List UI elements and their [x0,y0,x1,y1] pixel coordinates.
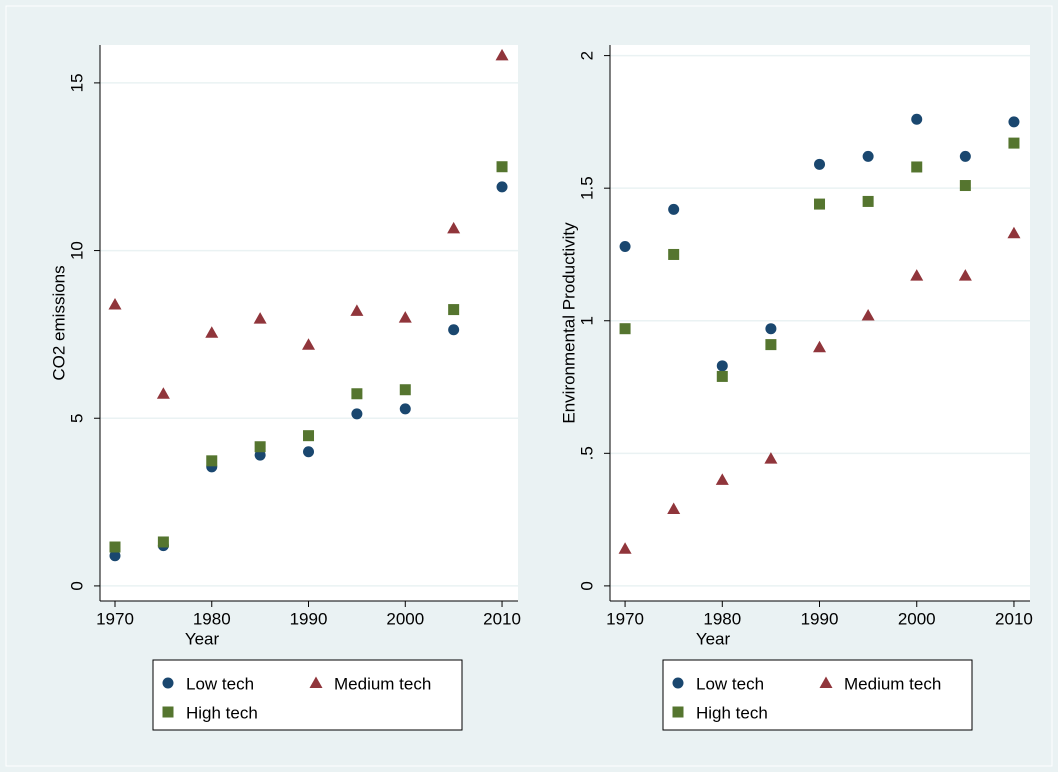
legend-marker [309,676,323,688]
point [495,48,509,61]
point [157,536,169,548]
x-tick-label: 1980 [193,609,231,628]
point [303,446,315,458]
y-axis-title: Environmental Productivity [559,222,578,424]
point [910,269,924,281]
point [496,161,508,173]
legend-box [662,659,973,731]
point [205,326,219,338]
y-tick-label: 2 [577,51,596,60]
point [109,541,121,553]
point [253,312,267,324]
y-tick-label: .5 [577,446,596,460]
point [861,308,875,321]
y-tick-label: 15 [67,73,86,92]
legend-marker [162,706,174,718]
point [668,248,680,260]
point [813,340,827,353]
x-tick-label: 1990 [801,609,839,628]
point [206,455,218,467]
point [716,360,728,372]
point [814,158,826,170]
point [862,195,874,207]
point [715,473,729,485]
legend-label: Medium tech [334,674,431,693]
point [618,542,632,554]
point [959,150,971,162]
legend-label: Low tech [696,674,764,693]
point [619,241,631,253]
point [448,324,460,336]
x-tick-label: 1990 [290,609,328,628]
point [254,449,266,461]
point [765,339,777,351]
point [399,403,411,415]
plot-region [610,45,1030,601]
x-axis-title: Year [696,629,731,648]
point [716,370,728,382]
legend-label: High tech [696,703,768,722]
point [667,502,681,514]
legend-marker [672,677,684,689]
y-tick-label: 0 [577,581,596,590]
point [399,384,411,396]
point [351,388,363,400]
x-axis-title: Year [185,629,220,648]
point [765,323,777,335]
point [1008,137,1020,149]
y-tick-label: 1 [577,316,596,325]
point [619,323,631,335]
legend-label: High tech [186,703,258,722]
point [911,161,923,173]
point [958,269,972,281]
x-tick-label: 1980 [703,609,741,628]
point [496,181,508,193]
point [862,150,874,162]
x-tick-label: 2000 [898,609,936,628]
point [108,298,122,310]
legend-marker [819,676,833,688]
y-axis-title: CO2 emissions [49,265,68,380]
x-tick-label: 2000 [386,609,424,628]
point [959,180,971,192]
legend-label: Low tech [186,674,254,693]
point [303,430,315,442]
point [1007,226,1021,239]
x-tick-label: 1970 [606,609,644,628]
y-tick-label: 5 [67,414,86,423]
legend-box [152,659,463,731]
plot-region [100,45,518,601]
point [447,221,461,234]
point [911,113,923,125]
point [254,441,266,453]
y-tick-label: 10 [67,241,86,260]
legend-label: Medium tech [844,674,941,693]
point [448,304,460,316]
point [302,338,316,350]
point [764,452,778,464]
legend-marker [672,706,684,718]
point [1008,116,1020,128]
point [668,203,680,215]
point [156,387,170,399]
point [109,550,121,562]
y-tick-label: 1.5 [577,176,596,200]
legend-marker [162,677,174,689]
point [351,408,363,420]
point [814,198,826,210]
x-tick-label: 2010 [483,609,521,628]
point [350,304,364,316]
x-tick-label: 1970 [96,609,134,628]
point [398,311,412,323]
x-tick-label: 2010 [995,609,1033,628]
y-tick-label: 0 [67,581,86,590]
